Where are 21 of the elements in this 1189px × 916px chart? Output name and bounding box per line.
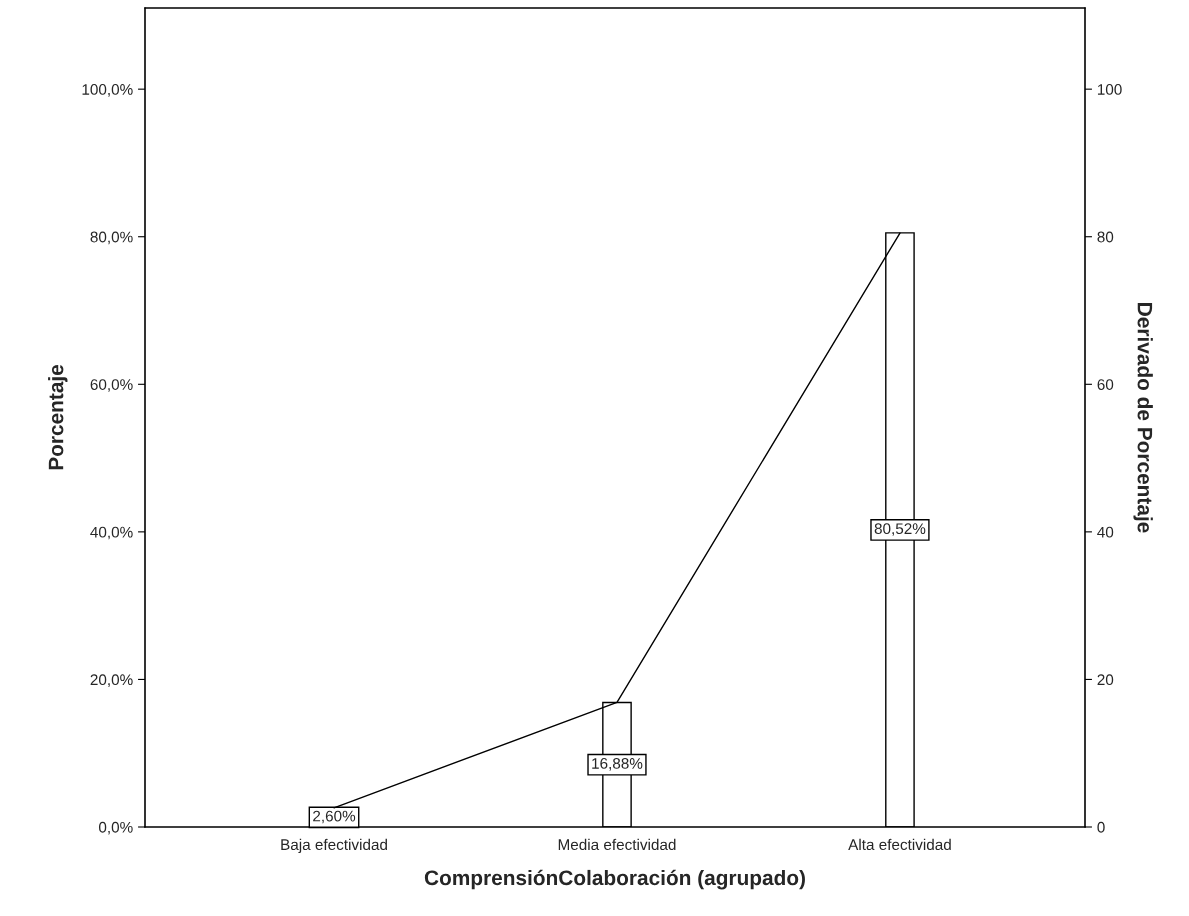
x-tick-label: Alta efectividad bbox=[848, 838, 951, 851]
y2-tick-label: 80 bbox=[1097, 231, 1114, 243]
x-axis-title: ComprensiónColaboración (agrupado) bbox=[424, 869, 805, 890]
y-tick-label: 100,0% bbox=[82, 84, 133, 97]
y2-tick-label: 40 bbox=[1097, 526, 1114, 538]
y2-axis-title: Derivado de Porcentaje bbox=[1133, 303, 1153, 533]
data-label: 80,52% bbox=[874, 523, 926, 536]
y-tick-label: 60,0% bbox=[90, 379, 133, 392]
y-tick-label: 0,0% bbox=[98, 821, 133, 835]
data-label: 16,88% bbox=[592, 758, 643, 771]
y-tick-label: 40,0% bbox=[90, 526, 133, 540]
y2-tick-label: 20 bbox=[1097, 674, 1114, 686]
data-label: 2,60% bbox=[313, 810, 356, 824]
y2-tick-label: 100 bbox=[1097, 84, 1122, 95]
x-tick-label: Baja efectividad bbox=[281, 838, 387, 854]
y-tick-label: 20,0% bbox=[90, 674, 133, 687]
y-axis-title: Porcentaje bbox=[48, 364, 68, 470]
x-tick-label: Media efectividad bbox=[558, 838, 676, 851]
y2-tick-label: 0 bbox=[1097, 821, 1105, 833]
y-tick-label: 80,0% bbox=[90, 231, 133, 245]
y2-tick-label: 60 bbox=[1097, 379, 1114, 390]
